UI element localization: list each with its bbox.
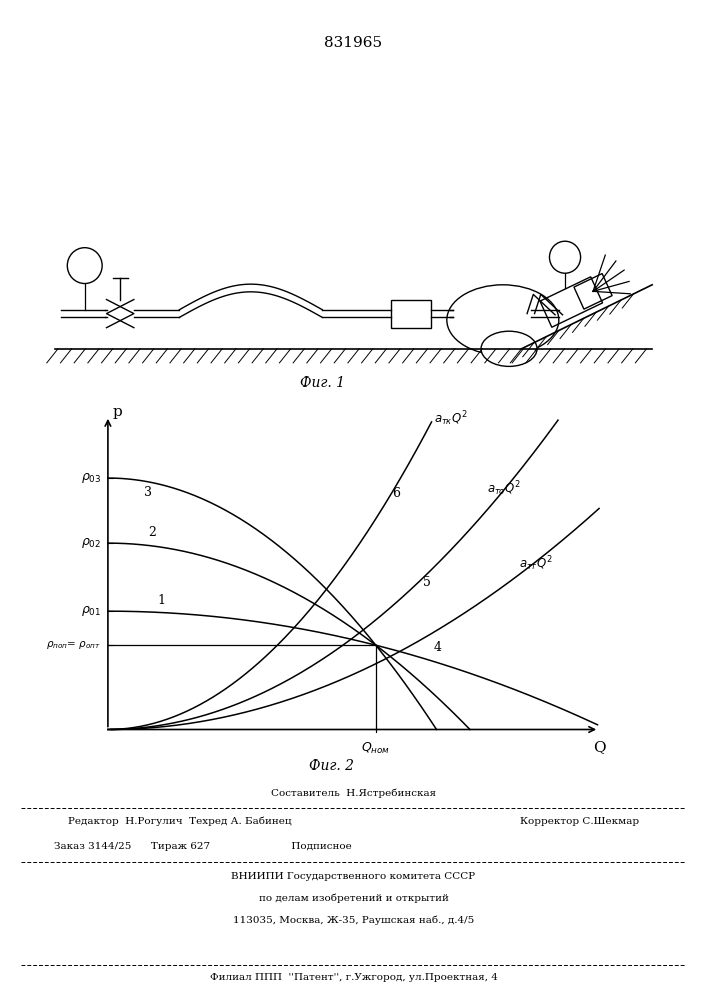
Ellipse shape: [447, 285, 559, 355]
Text: 6: 6: [392, 487, 399, 500]
Text: по делам изобретений и открытий: по делам изобретений и открытий: [259, 894, 448, 903]
Text: $a_{тк}Q^2$: $a_{тк}Q^2$: [434, 409, 468, 428]
Text: 2: 2: [148, 526, 156, 539]
Text: $a_{тт}Q^2$: $a_{тт}Q^2$: [519, 554, 552, 573]
Text: $\rho_{02}$: $\rho_{02}$: [81, 536, 101, 550]
Text: 831965: 831965: [325, 36, 382, 50]
Text: 113035, Москва, Ж-35, Раушская наб., д.4/5: 113035, Москва, Ж-35, Раушская наб., д.4…: [233, 915, 474, 925]
Circle shape: [67, 248, 102, 284]
Text: 4: 4: [434, 641, 442, 654]
Text: p: p: [112, 405, 122, 419]
Text: $a_{то}Q^2$: $a_{то}Q^2$: [487, 479, 521, 498]
Text: Филиал ППП  ''Патент'', г.Ужгород, ул.Проектная, 4: Филиал ППП ''Патент'', г.Ужгород, ул.Про…: [209, 974, 498, 982]
Text: Фиг. 1: Фиг. 1: [300, 376, 345, 390]
Text: 3: 3: [144, 486, 152, 499]
Text: $\rho_{поп}$= $\rho_{опт}$: $\rho_{поп}$= $\rho_{опт}$: [46, 639, 101, 651]
Text: Заказ 3144/25      Тираж 627                         Подписное: Заказ 3144/25 Тираж 627 Подписное: [54, 842, 352, 851]
Text: Редактор  Н.Рогулич  Техред А. Бабинец: Редактор Н.Рогулич Техред А. Бабинец: [68, 817, 291, 826]
Text: Фиг. 2: Фиг. 2: [309, 759, 354, 773]
Circle shape: [549, 241, 580, 273]
Text: Q: Q: [592, 740, 605, 754]
Text: $Q_{ном}$: $Q_{ном}$: [361, 741, 390, 756]
Text: ВНИИПИ Государственного комитета СССР: ВНИИПИ Государственного комитета СССР: [231, 872, 476, 881]
Text: Корректор С.Шекмар: Корректор С.Шекмар: [520, 817, 639, 826]
Text: $\rho_{03}$: $\rho_{03}$: [81, 471, 101, 485]
Text: 5: 5: [423, 576, 431, 589]
Text: $\rho_{01}$: $\rho_{01}$: [81, 604, 101, 618]
Ellipse shape: [481, 331, 537, 366]
Text: Составитель  Н.Ястребинская: Составитель Н.Ястребинская: [271, 789, 436, 798]
Text: 1: 1: [158, 594, 165, 607]
Bar: [391, 300, 431, 328]
